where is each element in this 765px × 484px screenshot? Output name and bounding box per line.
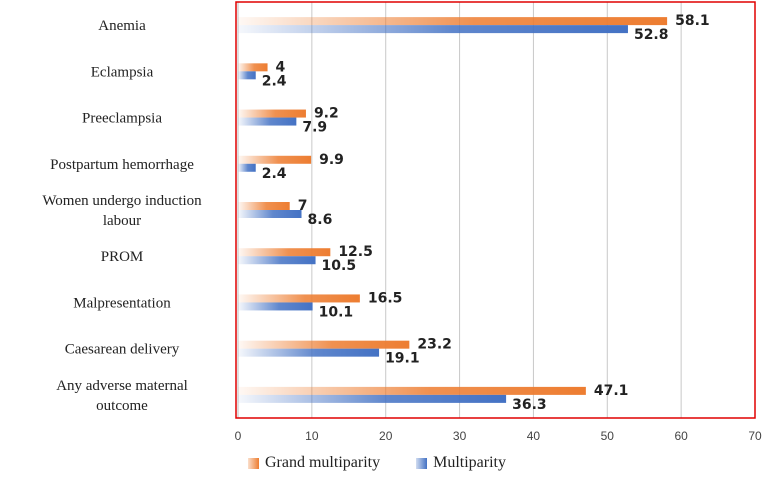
category-label-prom: PROM: [101, 249, 144, 265]
x-tick-label-20: 20: [379, 429, 393, 443]
legend-swatch-grand-multiparity: [248, 457, 259, 469]
bar-multiparity-prom: [238, 256, 316, 265]
category-label-eclampsia: Eclampsia: [91, 64, 154, 80]
legend-swatch-multiparity: [416, 457, 428, 469]
bar-grand-multiparity-postpartum-hemorrhage: [238, 155, 312, 164]
category-label-anemia: Anemia: [98, 18, 146, 34]
x-tick-label-0: 0: [235, 429, 242, 443]
bar-grand-multiparity-any-adverse-maternal-outcome: [238, 386, 586, 395]
data-label-grand-multiparity-postpartum-hemorrhage: 9.9: [319, 152, 344, 168]
x-tick-label-50: 50: [601, 429, 615, 443]
bar-multiparity-anemia: [238, 25, 628, 34]
legend-item-grand-multiparity: Grand multiparity: [248, 454, 380, 472]
bar-multiparity-any-adverse-maternal-outcome: [238, 394, 507, 403]
x-tick-label-40: 40: [527, 429, 541, 443]
data-label-multiparity-prom: 10.5: [322, 258, 357, 274]
x-tick-label-70: 70: [748, 429, 762, 443]
bar-multiparity-eclampsia: [238, 71, 256, 80]
data-label-multiparity-caesarean-delivery: 19.1: [385, 351, 420, 367]
data-label-grand-multiparity-women-undergo-induction-labour: 7: [298, 198, 308, 214]
legend-label-multiparity: Multiparity: [433, 454, 506, 471]
plot-frame: [235, 1, 756, 419]
bar-multiparity-women-undergo-induction-labour: [238, 210, 302, 218]
category-label-caesarean-delivery: Caesarean delivery: [65, 342, 180, 358]
data-label-multiparity-anemia: 52.8: [634, 27, 669, 43]
data-label-grand-multiparity-anemia: 58.1: [675, 13, 710, 29]
category-label-malpresentation: Malpresentation: [73, 295, 171, 311]
data-label-multiparity-any-adverse-maternal-outcome: 36.3: [512, 397, 547, 413]
bar-grand-multiparity-prom: [238, 248, 331, 257]
bar-grand-multiparity-women-undergo-induction-labour: [238, 202, 290, 210]
x-tick-label-30: 30: [453, 429, 467, 443]
bar-multiparity-malpresentation: [238, 302, 313, 311]
category-label-postpartum-hemorrhage: Postpartum hemorrhage: [50, 157, 194, 173]
bar-grand-multiparity-eclampsia: [238, 63, 268, 72]
legend-label-grand-multiparity: Grand multiparity: [265, 454, 381, 471]
bar-grand-multiparity-caesarean-delivery: [238, 340, 410, 349]
data-label-grand-multiparity-caesarean-delivery: 23.2: [417, 337, 452, 353]
bar-multiparity-caesarean-delivery: [238, 348, 380, 357]
data-label-grand-multiparity-preeclampsia: 9.2: [314, 106, 339, 122]
bar-multiparity-preeclampsia: [238, 117, 297, 126]
category-label-any-adverse-maternal-outcome: Any adverse maternal outcome: [56, 378, 188, 414]
bar-grand-multiparity-preeclampsia: [238, 109, 306, 118]
data-label-grand-multiparity-malpresentation: 16.5: [368, 290, 403, 306]
legend: Grand multiparity Multiparity: [248, 454, 506, 472]
data-label-grand-multiparity-prom: 12.5: [338, 244, 373, 260]
x-tick-label-60: 60: [674, 429, 688, 443]
category-label-preeclampsia: Preeclampsia: [82, 111, 162, 127]
legend-item-multiparity: Multiparity: [416, 454, 506, 472]
data-label-multiparity-malpresentation: 10.1: [319, 304, 354, 320]
data-label-multiparity-postpartum-hemorrhage: 2.4: [262, 166, 287, 182]
data-label-grand-multiparity-any-adverse-maternal-outcome: 47.1: [594, 383, 629, 399]
category-label-women-undergo-induction-labour: Women undergo induction labour: [42, 193, 202, 229]
data-label-grand-multiparity-eclampsia: 4: [276, 59, 286, 75]
data-label-multiparity-preeclampsia: 7.9: [302, 120, 327, 136]
bar-multiparity-postpartum-hemorrhage: [238, 163, 256, 172]
bar-grand-multiparity-malpresentation: [238, 294, 360, 303]
data-label-multiparity-eclampsia: 2.4: [262, 73, 287, 89]
bar-grand-multiparity-anemia: [238, 17, 668, 26]
data-label-multiparity-women-undergo-induction-labour: 8.6: [308, 212, 333, 228]
x-tick-label-10: 10: [305, 429, 319, 443]
